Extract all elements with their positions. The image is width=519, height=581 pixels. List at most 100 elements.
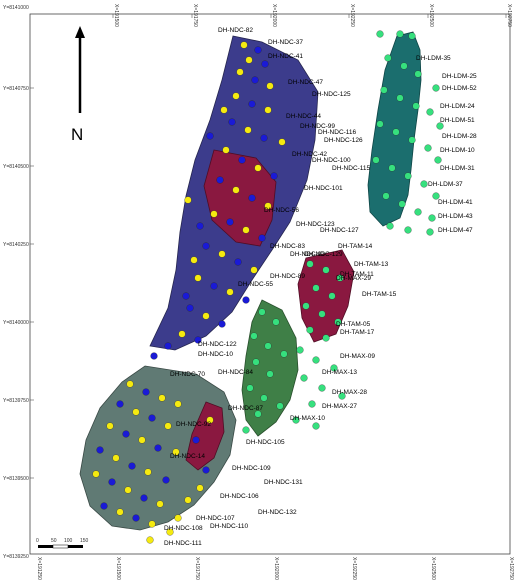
drillhole-label: DH-LDM-52 xyxy=(442,85,477,92)
drillhole-collar-marker xyxy=(376,120,384,128)
drillhole-collar-marker xyxy=(184,496,192,504)
scale-bar: 0 50 100 150 xyxy=(36,538,89,549)
scale-tick-label: 150 xyxy=(80,538,89,544)
drillhole-label: DH-NDC-99 xyxy=(300,123,335,130)
drillhole-label: DH-NDC-129 xyxy=(304,251,343,258)
y-coordinate-labels: Y=8141000 Y=8140750 Y=8140500 Y=8140250 … xyxy=(3,5,29,560)
drillhole-collar-marker xyxy=(322,266,330,274)
red-ore-body-upper xyxy=(203,149,277,247)
drillhole-collar-marker xyxy=(400,62,408,70)
drillhole-collar-marker xyxy=(292,416,300,424)
drillhole-collar-marker xyxy=(124,486,132,494)
drillhole-collar-marker xyxy=(108,478,116,486)
x-label-top: X=192000 xyxy=(271,4,277,27)
drillhole-label: DH-TAM-05 xyxy=(336,321,371,328)
drillhole-collar-marker xyxy=(266,370,274,378)
drillhole-label: DH-LDM-31 xyxy=(440,165,475,172)
drillhole-label: DH-NDC-87 xyxy=(228,405,263,412)
drillhole-collar-marker xyxy=(244,126,252,134)
drillhole-collar-marker xyxy=(122,430,130,438)
drillhole-collar-marker xyxy=(150,352,158,360)
drillhole-label: DH-NDC-131 xyxy=(264,479,303,486)
drillhole-collar-marker xyxy=(92,470,100,478)
drillhole-collar-marker xyxy=(158,394,166,402)
x-label-bottom: X=191250 xyxy=(36,557,42,580)
drillhole-collar-marker xyxy=(318,310,326,318)
drillhole-collar-marker xyxy=(428,214,436,222)
drillhole-label: DH-NDC-106 xyxy=(220,493,259,500)
drillhole-label: DH-NDC-111 xyxy=(164,540,202,547)
drillhole-collar-marker xyxy=(306,326,314,334)
drillhole-collar-marker xyxy=(148,520,156,528)
drillhole-collar-marker xyxy=(330,364,338,372)
drillhole-label: DH-NDC-83 xyxy=(270,243,305,250)
red-ore-body-mid xyxy=(297,249,355,343)
drillhole-label: DH-TAM-15 xyxy=(362,291,397,298)
drillhole-collar-marker xyxy=(392,128,400,136)
drillhole-collar-marker xyxy=(228,118,236,126)
drillhole-collar-marker xyxy=(226,218,234,226)
drillhole-label: DH-NDC-41 xyxy=(268,53,303,60)
y-label: Y=8139250 xyxy=(3,554,29,560)
drillhole-collar-marker xyxy=(194,274,202,282)
drillhole-collar-marker xyxy=(261,60,269,68)
drillhole-collar-marker xyxy=(218,250,226,258)
drillhole-label: DH-NDC-47 xyxy=(288,79,323,86)
drillhole-collar-marker xyxy=(250,332,258,340)
drillhole-collar-marker xyxy=(272,318,280,326)
drillhole-collar-marker xyxy=(222,146,230,154)
drillhole-collar-marker xyxy=(202,466,210,474)
drillhole-collar-marker xyxy=(220,106,228,114)
drillhole-collar-marker xyxy=(280,350,288,358)
drillhole-collar-marker xyxy=(232,92,240,100)
drillhole-collar-marker xyxy=(146,536,154,544)
drillhole-label: DH-NDC-56 xyxy=(264,207,299,214)
y-label: Y=8139500 xyxy=(3,476,29,482)
drillhole-label: DH-TAM-11 xyxy=(340,271,374,278)
drillhole-collar-marker xyxy=(242,296,250,304)
drillhole-collar-marker xyxy=(432,192,440,200)
drillhole-label: DH-LDM-47 xyxy=(438,227,473,234)
drillhole-collar-marker xyxy=(216,176,224,184)
x-coordinate-labels-bottom: X=191250 X=191500 X=191750 X=192000 X=19… xyxy=(36,557,514,580)
x-label-top: X=192250 xyxy=(349,4,355,27)
x-label-top: X=192750 xyxy=(506,4,512,27)
drillhole-collar-marker xyxy=(372,156,380,164)
drillhole-collar-marker xyxy=(270,172,278,180)
drillhole-collar-marker xyxy=(192,436,200,444)
drillhole-collar-marker xyxy=(132,408,140,416)
drillhole-collar-marker xyxy=(246,384,254,392)
drillhole-label: DH-LDM-25 xyxy=(442,73,477,80)
drillhole-label: DH-NDC-108 xyxy=(164,525,203,532)
drillhole-label: DH-NDC-89 xyxy=(270,273,305,280)
drillhole-collar-marker xyxy=(264,106,272,114)
drillhole-collar-marker xyxy=(258,308,266,316)
drillhole-collar-marker xyxy=(128,462,136,470)
drillhole-collar-marker xyxy=(164,342,172,350)
x-label-bottom: X=192750 xyxy=(508,557,514,580)
drillhole-label: DH-NDC-110 xyxy=(210,523,249,530)
drillhole-collar-marker xyxy=(196,222,204,230)
drillhole-label: DH-NDC-42 xyxy=(292,151,327,158)
drillhole-collar-marker xyxy=(206,416,214,424)
drillhole-collar-marker xyxy=(296,346,304,354)
drillhole-collar-marker xyxy=(264,342,272,350)
drillhole-collar-marker xyxy=(420,180,428,188)
drillhole-collar-marker xyxy=(142,388,150,396)
drillhole-collar-marker xyxy=(182,292,190,300)
drillhole-label: DH-LDM-35 xyxy=(416,55,451,62)
drillhole-label: DH-NDC-125 xyxy=(312,91,351,98)
drillhole-collar-marker xyxy=(312,284,320,292)
drillhole-markers xyxy=(92,30,444,544)
drillhole-label: DH-TAM-17 xyxy=(340,329,375,336)
drillhole-collar-marker xyxy=(338,392,346,400)
x-label-bottom: X=191750 xyxy=(194,557,200,580)
y-label: Y=8140500 xyxy=(3,164,29,170)
north-arrow-head-icon xyxy=(75,26,85,38)
y-label: Y=8139750 xyxy=(3,398,29,404)
y-label: Y=8140000 xyxy=(3,320,29,326)
drillhole-label: DH-NDC-107 xyxy=(196,515,235,522)
drillhole-collar-marker xyxy=(162,476,170,484)
drillhole-collar-marker xyxy=(242,426,250,434)
drillhole-label: DH-NDC-123 xyxy=(296,221,335,228)
